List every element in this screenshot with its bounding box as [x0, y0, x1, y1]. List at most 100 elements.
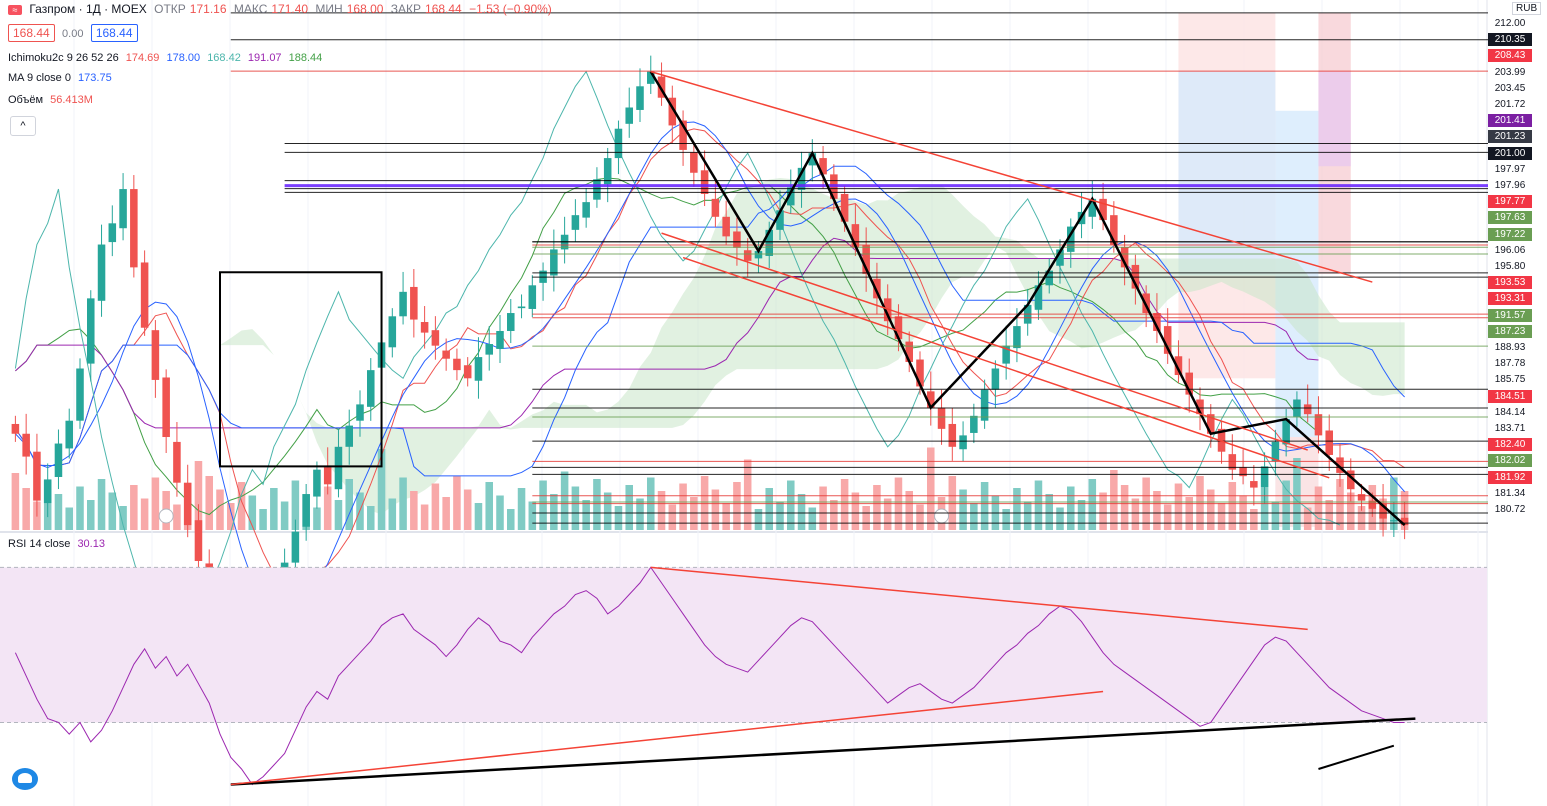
price-axis-label: 181.34 — [1488, 486, 1532, 500]
volume-bar — [1002, 509, 1010, 530]
volume-bar — [614, 506, 623, 530]
candle-body — [948, 423, 957, 447]
candle-body — [743, 250, 752, 261]
volume-bar — [830, 500, 838, 530]
volume-bar — [1217, 503, 1226, 530]
candle-body — [1271, 441, 1280, 462]
candle-body — [1314, 414, 1323, 436]
price-axis-label: 201.72 — [1488, 98, 1532, 111]
channel-mid — [661, 232, 1308, 451]
low-value: 168.00 — [346, 2, 384, 16]
volume-bar — [87, 500, 95, 530]
volume-bar — [1120, 485, 1129, 530]
candle-body — [1099, 198, 1107, 221]
collapse-legend-button[interactable]: ^ — [10, 116, 36, 136]
candle-body — [474, 357, 483, 381]
candle-body — [851, 224, 860, 248]
symbol-legend[interactable]: ≈ Газпром · 1Д · MOEX ОТКР 171.16 МАКС 171… — [8, 2, 556, 16]
volume-bar — [819, 486, 827, 530]
ichimoku-legend[interactable]: Ichimoku2c 9 26 52 26 174.69 178.00 168.… — [8, 52, 326, 64]
candle-body — [1347, 470, 1355, 490]
volume-bar — [1131, 498, 1140, 530]
candle-body — [323, 467, 332, 485]
volume-bar — [1023, 501, 1032, 530]
volume-bar — [657, 491, 666, 530]
volume-bar — [194, 461, 203, 530]
price-axis-label: 185.75 — [1488, 373, 1532, 387]
volume-bar — [668, 504, 677, 530]
volume-bar — [733, 482, 741, 530]
rsi-legend[interactable]: RSI 14 close 30.13 — [8, 538, 109, 550]
ichimoku-tenkan-value: 174.69 — [125, 52, 160, 64]
volume-bar — [1174, 483, 1183, 530]
zigzag-trendline — [649, 70, 1406, 527]
volume-bar — [1357, 506, 1366, 530]
volume-bar — [291, 480, 300, 530]
volume-bar — [76, 486, 84, 530]
volume-bar — [270, 488, 278, 530]
ma-legend[interactable]: MA 9 close 0 173.75 — [8, 72, 116, 84]
volume-bar — [1271, 501, 1280, 530]
volume-bar — [1207, 489, 1215, 530]
candle-body — [1282, 419, 1290, 445]
ma-label: MA 9 close 0 — [8, 72, 71, 84]
candle-body — [840, 193, 849, 222]
ma-value: 173.75 — [78, 72, 112, 84]
volume-bar — [776, 501, 784, 530]
candle-body — [463, 365, 472, 379]
sell-button[interactable]: 168.44 — [8, 24, 55, 42]
candle-body — [151, 330, 160, 380]
high-value: 171.40 — [271, 2, 309, 16]
price-axis-label: 182.02 — [1488, 454, 1532, 468]
candle-body — [11, 423, 20, 434]
volume-bar — [119, 506, 127, 530]
symbol-title[interactable]: Газпром · 1Д · MOEX — [29, 2, 147, 16]
candle-body — [894, 316, 903, 340]
candle-body — [980, 389, 989, 421]
volume-bar — [1077, 500, 1086, 530]
candle-body — [657, 76, 666, 98]
buy-button[interactable]: 168.44 — [90, 24, 138, 42]
candle-body — [1325, 430, 1333, 455]
candle-body — [754, 251, 763, 259]
candle-body — [700, 170, 709, 194]
volume-bar — [1314, 486, 1323, 530]
span-b-line — [15, 237, 1319, 429]
candle-body — [345, 425, 353, 447]
tradingview-logo-icon[interactable] — [12, 768, 38, 790]
volume-bar — [970, 503, 978, 530]
indicator-lines — [14, 70, 1405, 670]
volume-bar — [1250, 509, 1258, 530]
ichimoku-chikou-value: 168.42 — [207, 52, 241, 64]
kijun-line — [14, 165, 1405, 477]
candle-body — [1153, 313, 1161, 331]
candle-body — [1002, 345, 1010, 364]
volume-bar — [840, 479, 849, 530]
ichimoku-spanb-value: 191.07 — [247, 52, 282, 64]
rsi-pane — [0, 566, 1487, 786]
drawings[interactable] — [219, 12, 1488, 527]
volume-bar — [550, 494, 558, 530]
currency-label[interactable]: RUB — [1512, 2, 1542, 15]
rsi-support-line — [230, 717, 1416, 786]
span-a-line — [15, 177, 1319, 516]
volume-legend[interactable]: Объём 56.413M — [8, 94, 97, 106]
candle-body — [1056, 249, 1064, 266]
candle-body — [1034, 285, 1043, 310]
rsi-label: RSI 14 close — [8, 538, 71, 550]
volume-bar — [173, 504, 181, 530]
volume-bar — [97, 479, 106, 530]
close-value: 168.44 — [425, 2, 462, 16]
volume-bar — [507, 509, 515, 530]
candle-body — [431, 330, 440, 346]
candle-body — [1357, 494, 1366, 501]
volume-bar — [280, 501, 289, 530]
candle-body — [356, 404, 364, 421]
volume-bar — [571, 486, 580, 530]
candle-body — [1239, 467, 1247, 477]
volume-bar — [410, 491, 418, 530]
volume-bar — [808, 507, 817, 530]
candle-body — [1163, 326, 1172, 354]
alert-icon[interactable]: ≈ — [8, 4, 22, 15]
